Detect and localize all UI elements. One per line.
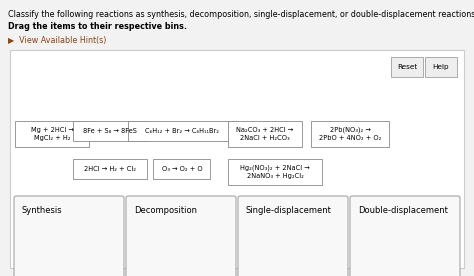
Text: ▶  View Available Hint(s): ▶ View Available Hint(s) <box>8 36 106 45</box>
FancyBboxPatch shape <box>73 121 147 140</box>
Text: Double-displacement: Double-displacement <box>358 206 448 215</box>
Text: Na₂CO₃ + 2HCl →
2NaCl + H₂CO₃: Na₂CO₃ + 2HCl → 2NaCl + H₂CO₃ <box>237 127 293 141</box>
Text: Hg₂(NO₃)₂ + 2NaCl →
2NaNO₃ + Hg₂Cl₂: Hg₂(NO₃)₂ + 2NaCl → 2NaNO₃ + Hg₂Cl₂ <box>240 165 310 179</box>
Text: Drag the items to their respective bins.: Drag the items to their respective bins. <box>8 22 187 31</box>
FancyBboxPatch shape <box>310 121 390 147</box>
Text: O₃ → O₂ + O: O₃ → O₂ + O <box>162 166 202 172</box>
Text: C₆H₁₂ + Br₂ → C₆H₁₁Br₂: C₆H₁₂ + Br₂ → C₆H₁₁Br₂ <box>145 128 219 134</box>
FancyBboxPatch shape <box>238 196 348 276</box>
Text: Synthesis: Synthesis <box>22 206 63 215</box>
FancyBboxPatch shape <box>126 196 236 276</box>
Text: Single-displacement: Single-displacement <box>246 206 332 215</box>
FancyBboxPatch shape <box>128 121 236 140</box>
Text: 8Fe + S₈ → 8FeS: 8Fe + S₈ → 8FeS <box>83 128 137 134</box>
Text: 2HCl → H₂ + Cl₂: 2HCl → H₂ + Cl₂ <box>84 166 136 172</box>
FancyBboxPatch shape <box>10 50 464 268</box>
FancyBboxPatch shape <box>15 121 89 147</box>
Text: Help: Help <box>433 64 449 70</box>
Text: Decomposition: Decomposition <box>134 206 197 215</box>
Text: 2Pb(NO₃)₂ →
2PbO + 4NO₂ + O₂: 2Pb(NO₃)₂ → 2PbO + 4NO₂ + O₂ <box>319 127 381 141</box>
Text: Mg + 2HCl →
MgCl₂ + H₂: Mg + 2HCl → MgCl₂ + H₂ <box>30 127 73 141</box>
Text: Reset: Reset <box>397 64 417 70</box>
FancyBboxPatch shape <box>154 159 210 179</box>
FancyBboxPatch shape <box>425 57 457 77</box>
FancyBboxPatch shape <box>391 57 423 77</box>
FancyBboxPatch shape <box>228 159 321 185</box>
FancyBboxPatch shape <box>14 196 124 276</box>
FancyBboxPatch shape <box>73 159 147 179</box>
FancyBboxPatch shape <box>228 121 302 147</box>
FancyBboxPatch shape <box>350 196 460 276</box>
Text: Classify the following reactions as synthesis, decomposition, single-displacemen: Classify the following reactions as synt… <box>8 10 474 19</box>
